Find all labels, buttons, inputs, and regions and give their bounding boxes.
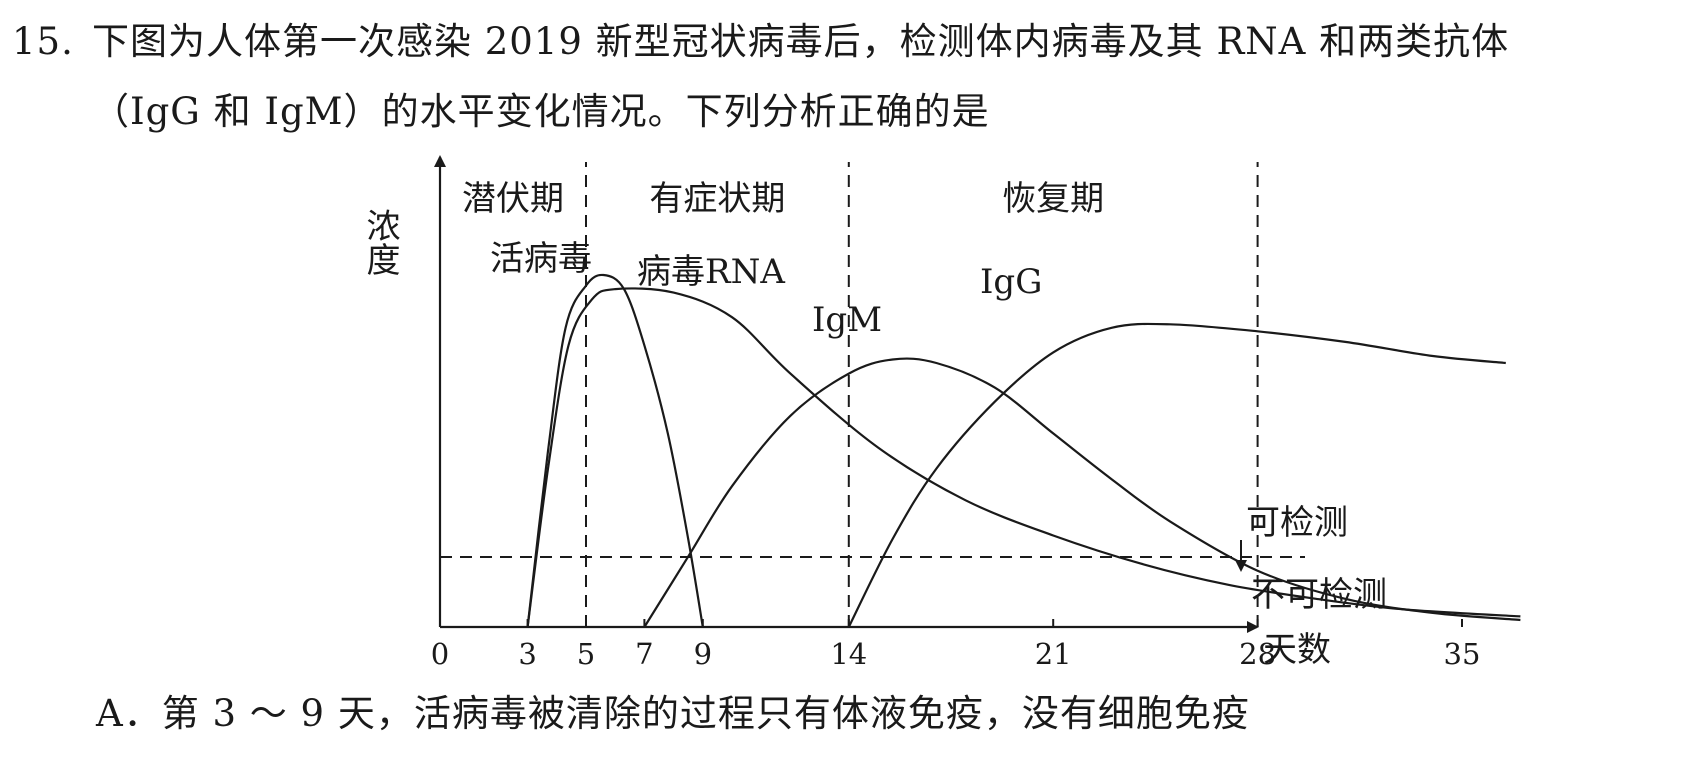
question-line-1: 15. 下图为人体第一次感染 2019 新型冠状病毒后，检测体内病毒及其 RNA … — [12, 20, 1509, 64]
x-tick-label-28: 28 — [1239, 637, 1276, 671]
series-label-igm: IgM — [812, 300, 882, 340]
x-tick-label-14: 14 — [830, 637, 867, 671]
phase-label-2: 有症状期 — [649, 179, 785, 219]
curve-igm — [643, 357, 1521, 628]
x-tick-label-35: 35 — [1444, 637, 1481, 671]
x-tick-label-9: 9 — [694, 637, 712, 671]
phase-label-1: 潜伏期 — [462, 179, 564, 219]
x-tick-label-21: 21 — [1035, 637, 1072, 671]
series-label-viral-rna: 病毒RNA — [637, 252, 785, 292]
curve-igg — [847, 322, 1506, 628]
series-label-igg: IgG — [980, 262, 1042, 302]
question-stem-1: 下图为人体第一次感染 2019 新型冠状病毒后，检测体内病毒及其 RNA 和两类… — [92, 20, 1510, 63]
option-a: A．第 3 ～ 9 天，活病毒被清除的过程只有体液免疫，没有细胞免疫 — [96, 692, 1250, 735]
x-tick-label-3: 3 — [518, 637, 536, 671]
x-axis-label: 天数 — [1263, 630, 1331, 670]
series-label-live-virus: 活病毒 — [490, 239, 592, 279]
phase-label-3: 恢复期 — [1002, 179, 1104, 219]
x-tick-label-0: 0 — [431, 637, 449, 671]
curve-live-virus — [526, 273, 704, 628]
undetectable-label: 不可检测 — [1251, 575, 1387, 615]
detectable-label: 可检测 — [1246, 503, 1348, 543]
x-tick-label-7: 7 — [635, 637, 653, 671]
y-axis-label: 浓度 — [360, 208, 400, 276]
x-tick-label-5: 5 — [577, 637, 595, 671]
curve-viral-rna — [526, 287, 1521, 628]
question-line-2: （IgG 和 IgM）的水平变化情况。下列分析正确的是 — [92, 90, 990, 133]
question-number: 15. — [12, 20, 74, 63]
